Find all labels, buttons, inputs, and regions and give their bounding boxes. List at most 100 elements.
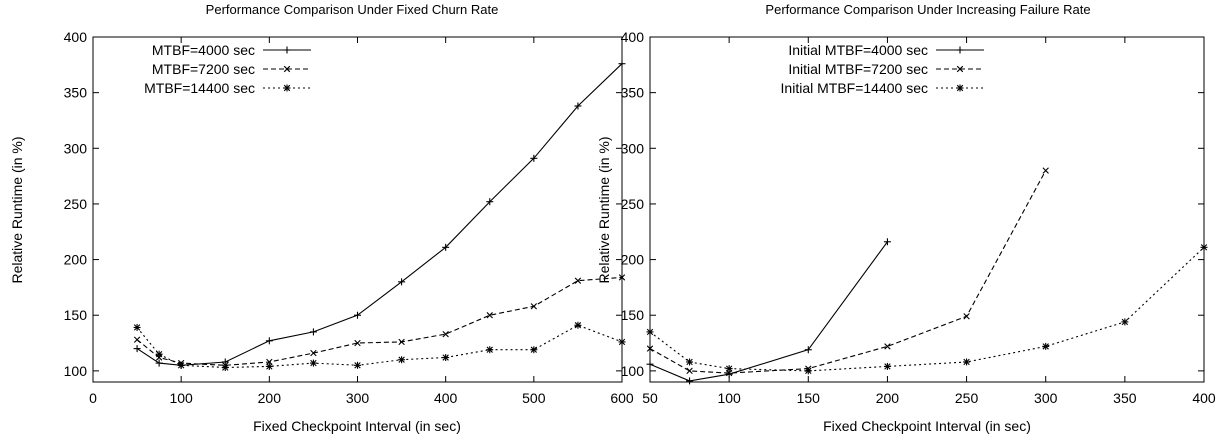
- data-point: [530, 154, 538, 162]
- data-point: [265, 337, 273, 345]
- x-tick-label: 100: [717, 390, 741, 406]
- y-axis-label: Relative Runtime (in %): [596, 136, 612, 283]
- x-tick-label: 250: [955, 390, 979, 406]
- y-tick-label: 250: [64, 196, 88, 212]
- data-point: [686, 367, 693, 375]
- y-tick-label: 350: [621, 85, 645, 101]
- data-point: [309, 359, 317, 367]
- series-2: [133, 274, 626, 369]
- data-point: [354, 339, 361, 347]
- data-point: [686, 377, 694, 385]
- x-tick-label: 600: [610, 390, 634, 406]
- legend-label: MTBF=4000 sec: [152, 42, 255, 58]
- data-point: [310, 349, 317, 357]
- y-tick-label: 300: [64, 140, 88, 156]
- data-point: [155, 350, 163, 358]
- data-point: [804, 367, 812, 375]
- x-tick-label: 150: [797, 390, 821, 406]
- data-point: [646, 345, 654, 352]
- legend-entry: MTBF=14400 sec: [144, 80, 311, 96]
- plot-frame: [649, 36, 1205, 383]
- legend-entry: Initial MTBF=4000 sec: [788, 42, 984, 58]
- series-1: [646, 238, 891, 385]
- data-point: [574, 277, 582, 284]
- data-point: [963, 313, 970, 320]
- legend-marker: [283, 84, 291, 92]
- legend-label: Initial MTBF=4000 sec: [788, 42, 928, 58]
- data-point: [883, 238, 891, 246]
- data-point: [804, 346, 812, 354]
- x-tick-label: 350: [1113, 390, 1137, 406]
- data-point: [398, 338, 405, 346]
- y-tick-label: 100: [621, 363, 645, 379]
- x-tick-label: 400: [434, 390, 458, 406]
- legend-label: Initial MTBF=7200 sec: [788, 61, 928, 77]
- series-line: [136, 276, 623, 366]
- x-tick-label: 200: [876, 390, 900, 406]
- x-tick-label: 500: [522, 390, 546, 406]
- data-point: [646, 328, 654, 336]
- y-tick-label: 400: [621, 29, 645, 45]
- x-tick-label: 0: [89, 390, 97, 406]
- data-point: [530, 346, 538, 354]
- data-point: [686, 358, 694, 366]
- x-tick-label: 300: [1034, 390, 1058, 406]
- series-1: [133, 60, 626, 369]
- data-point: [265, 362, 273, 370]
- series-line: [649, 170, 1047, 374]
- data-point: [963, 358, 971, 366]
- legend-label: Initial MTBF=14400 sec: [781, 80, 928, 96]
- data-point: [486, 198, 494, 206]
- chart-fixed-churn-rate: Performance Comparison Under Fixed Churn…: [9, 2, 634, 434]
- x-tick-label: 400: [1192, 390, 1216, 406]
- data-point: [398, 356, 406, 364]
- series-3: [646, 243, 1208, 375]
- series-line: [649, 241, 888, 382]
- data-point: [618, 274, 626, 281]
- data-point: [883, 362, 891, 370]
- y-tick-label: 250: [621, 196, 645, 212]
- data-point: [1200, 243, 1208, 251]
- chart-title: Performance Comparison Under Increasing …: [765, 2, 1090, 17]
- plot-area: 0 100 200 300 400 500 600100150200250300350400…: [64, 29, 634, 406]
- data-point: [486, 346, 494, 354]
- legend-marker: [283, 65, 291, 73]
- data-point: [618, 60, 626, 68]
- data-point: [1042, 342, 1050, 350]
- data-point: [398, 278, 406, 286]
- data-point: [221, 364, 229, 372]
- y-tick-label: 350: [64, 85, 88, 101]
- data-point: [725, 365, 733, 373]
- legend-entry: Initial MTBF=7200 sec: [788, 61, 984, 77]
- data-point: [442, 243, 450, 251]
- legend-marker: [956, 65, 964, 73]
- y-tick-label: 150: [64, 307, 88, 323]
- y-tick-label: 100: [64, 363, 88, 379]
- chart-increasing-failure-rate: Performance Comparison Under Increasing …: [596, 2, 1216, 434]
- series-3: [133, 321, 626, 372]
- plot-area: 50 100 150 200 250 300 350 400 100 150 200 250 300 35…: [621, 29, 1216, 406]
- x-tick-label: 200: [258, 390, 282, 406]
- data-point: [574, 102, 582, 110]
- data-point: [442, 354, 450, 362]
- y-axis-label: Relative Runtime (in %): [9, 136, 25, 283]
- x-tick-label: 100: [169, 390, 193, 406]
- legend-marker: [283, 46, 291, 54]
- data-point: [1042, 167, 1049, 174]
- data-point: [133, 345, 141, 353]
- y-tick-label: 150: [621, 307, 645, 323]
- x-tick-label: 50: [642, 390, 658, 406]
- legend-entry: MTBF=4000 sec: [152, 42, 311, 58]
- data-point: [486, 312, 493, 319]
- data-point: [530, 303, 538, 310]
- data-point: [1121, 318, 1129, 326]
- y-tick-label: 300: [621, 140, 645, 156]
- data-point: [177, 361, 185, 369]
- x-axis-label: Fixed Checkpoint Interval (in sec): [253, 418, 461, 434]
- data-point: [884, 343, 891, 350]
- data-point: [442, 330, 449, 338]
- series-2: [646, 167, 1049, 377]
- legend-label: MTBF=14400 sec: [144, 80, 255, 96]
- legend-entry: MTBF=7200 sec: [152, 61, 311, 77]
